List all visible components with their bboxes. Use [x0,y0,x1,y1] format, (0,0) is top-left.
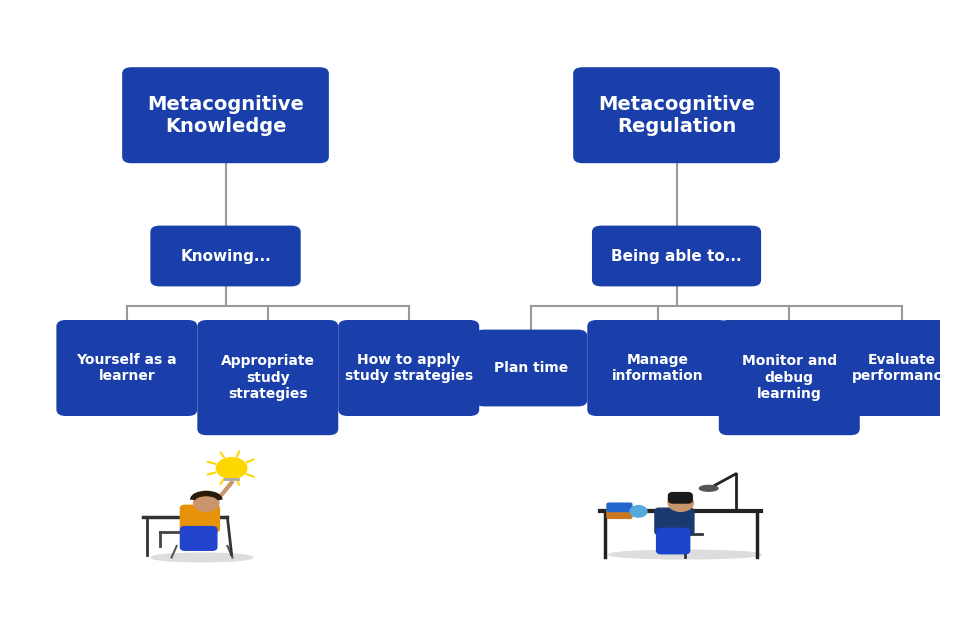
Text: Appropriate
study
strategies: Appropriate study strategies [221,355,315,401]
FancyBboxPatch shape [338,320,479,416]
FancyBboxPatch shape [122,67,329,163]
Text: Knowing...: Knowing... [180,248,271,264]
Text: Metacognitive
Regulation: Metacognitive Regulation [598,95,755,136]
Text: Yourself as a
learner: Yourself as a learner [77,353,178,383]
Ellipse shape [152,553,252,562]
FancyBboxPatch shape [180,506,220,532]
Text: Being able to...: Being able to... [612,248,742,264]
Text: How to apply
study strategies: How to apply study strategies [345,353,473,383]
FancyBboxPatch shape [198,320,338,435]
FancyBboxPatch shape [607,503,632,511]
FancyBboxPatch shape [151,226,300,287]
FancyBboxPatch shape [57,320,198,416]
Text: Plan time: Plan time [493,361,568,375]
Circle shape [216,458,247,479]
FancyBboxPatch shape [719,320,860,435]
Circle shape [630,506,647,517]
FancyBboxPatch shape [607,509,632,518]
FancyBboxPatch shape [180,527,217,550]
FancyBboxPatch shape [573,67,780,163]
FancyBboxPatch shape [588,320,729,416]
FancyBboxPatch shape [668,493,692,503]
FancyBboxPatch shape [592,226,761,287]
Circle shape [668,494,693,511]
Text: Metacognitive
Knowledge: Metacognitive Knowledge [147,95,304,136]
Text: Monitor and
debug
learning: Monitor and debug learning [742,355,837,401]
FancyBboxPatch shape [655,508,694,535]
Text: Evaluate
performance: Evaluate performance [852,353,952,383]
Text: Manage
information: Manage information [612,353,704,383]
FancyBboxPatch shape [831,320,960,416]
FancyBboxPatch shape [657,529,689,554]
FancyBboxPatch shape [474,330,588,406]
Circle shape [194,494,219,511]
Ellipse shape [609,550,761,559]
Ellipse shape [700,486,718,492]
